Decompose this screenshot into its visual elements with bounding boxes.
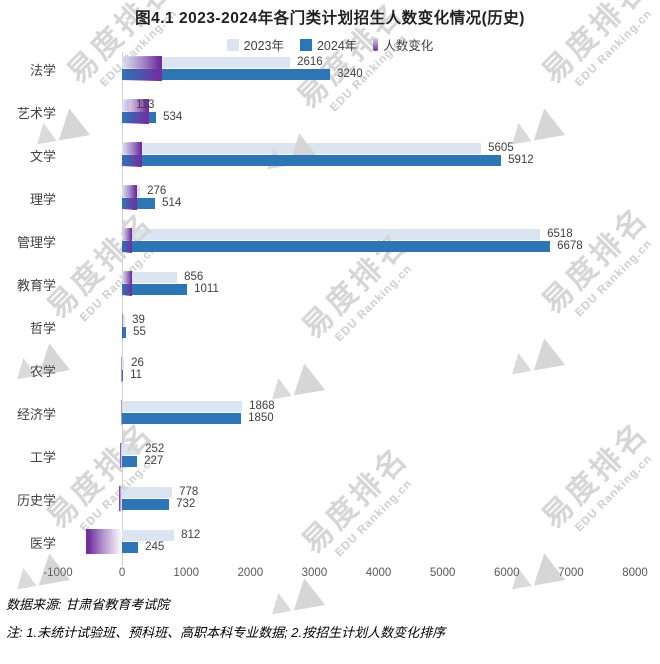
value-label: 856 bbox=[184, 271, 204, 283]
value-label: 55 bbox=[133, 326, 146, 338]
change-bar bbox=[122, 314, 124, 339]
x-tick-label: 5000 bbox=[429, 567, 456, 579]
change-bar bbox=[122, 271, 133, 296]
legend-swatch-2023 bbox=[226, 38, 239, 51]
bar-2024 bbox=[122, 241, 551, 252]
category-label: 医学 bbox=[29, 536, 56, 551]
bar-2023 bbox=[122, 358, 125, 369]
x-tick-label: 7000 bbox=[558, 567, 584, 579]
bar-2024 bbox=[122, 413, 242, 424]
legend-label-2023: 2023年 bbox=[243, 39, 284, 53]
value-label: 732 bbox=[176, 498, 196, 510]
value-label: 5605 bbox=[488, 142, 514, 154]
value-label: 39 bbox=[132, 314, 145, 326]
category-label: 经济学 bbox=[16, 407, 56, 422]
value-label: 2616 bbox=[297, 56, 323, 68]
legend-swatch-2024 bbox=[299, 38, 312, 51]
bar-2023 bbox=[122, 57, 291, 68]
value-label: 778 bbox=[179, 486, 199, 498]
value-label: 227 bbox=[144, 455, 164, 467]
bar-2024 bbox=[122, 155, 502, 166]
legend-label-change: 人数变化 bbox=[383, 39, 434, 53]
legend: 2023年 2024年 人数变化 bbox=[0, 35, 660, 54]
legend-item-2024: 2024年 bbox=[299, 35, 358, 54]
change-bar bbox=[121, 400, 123, 425]
value-label: 6518 bbox=[547, 228, 573, 240]
category-label: 工学 bbox=[29, 450, 56, 465]
bar-2023 bbox=[122, 272, 178, 283]
x-tick-label: 4000 bbox=[365, 567, 392, 579]
category-label: 农学 bbox=[29, 364, 56, 379]
value-label: 1850 bbox=[248, 412, 274, 424]
bar-2024 bbox=[122, 456, 138, 467]
bar-2024 bbox=[122, 69, 331, 80]
bar-2023 bbox=[122, 229, 541, 240]
bar-2024 bbox=[122, 198, 156, 209]
category-label: 艺术学 bbox=[16, 106, 56, 121]
value-label: 245 bbox=[145, 541, 165, 553]
category-label: 理学 bbox=[29, 192, 56, 207]
bar-2023 bbox=[122, 444, 139, 455]
value-label: 812 bbox=[181, 529, 201, 541]
bar-2023 bbox=[122, 487, 173, 498]
x-tick-label: 2000 bbox=[237, 567, 264, 579]
chart-title: 图4.1 2023-2024年各门类计划招生人数变化情况(历史) bbox=[135, 10, 525, 27]
x-tick-label: 6000 bbox=[493, 567, 520, 579]
change-bar bbox=[121, 357, 123, 382]
value-label: 1011 bbox=[194, 283, 219, 295]
footer-source: 数据来源: 甘肃省教育考试院 bbox=[6, 597, 170, 612]
category-label: 管理学 bbox=[16, 235, 56, 250]
change-bar bbox=[122, 185, 138, 210]
legend-item-change: 人数变化 bbox=[373, 35, 433, 54]
value-label: 26 bbox=[131, 357, 144, 369]
category-label: 哲学 bbox=[29, 321, 56, 336]
x-tick-label: 0 bbox=[118, 567, 126, 579]
change-bar bbox=[86, 529, 123, 554]
x-tick-label: 1000 bbox=[173, 567, 200, 579]
change-bar bbox=[122, 142, 143, 167]
value-label: 11 bbox=[130, 369, 143, 381]
bar-2024 bbox=[122, 542, 139, 553]
x-tick-label: -1000 bbox=[43, 567, 73, 579]
change-bar bbox=[122, 228, 133, 253]
bar-2023 bbox=[122, 530, 175, 541]
bar-2024 bbox=[122, 327, 127, 338]
category-label: 历史学 bbox=[16, 493, 56, 508]
legend-swatch-change bbox=[373, 38, 379, 51]
value-label: 3240 bbox=[337, 68, 363, 80]
change-bar bbox=[122, 56, 163, 81]
bar-2023 bbox=[122, 143, 482, 154]
bar-2024 bbox=[122, 370, 124, 381]
value-label: 5912 bbox=[508, 154, 534, 166]
value-label: 6678 bbox=[557, 240, 583, 252]
change-bar bbox=[122, 99, 150, 124]
x-tick-label: 8000 bbox=[622, 567, 648, 579]
category-label: 教育学 bbox=[16, 278, 56, 293]
bar-2024 bbox=[122, 284, 188, 295]
value-label: 276 bbox=[147, 185, 167, 197]
x-axis-zero-line bbox=[122, 52, 124, 566]
change-bar bbox=[119, 486, 123, 511]
category-label: 文学 bbox=[29, 149, 56, 164]
value-label: 514 bbox=[162, 197, 182, 209]
category-label: 法学 bbox=[29, 63, 56, 78]
legend-label-2024: 2024年 bbox=[316, 39, 358, 53]
value-label: 1868 bbox=[249, 400, 275, 412]
legend-item-2023: 2023年 bbox=[226, 35, 284, 54]
value-label: 113 bbox=[136, 99, 155, 111]
value-label: 252 bbox=[145, 443, 165, 455]
value-label: 534 bbox=[163, 111, 183, 123]
x-tick-label: 3000 bbox=[301, 567, 328, 579]
bar-2023 bbox=[122, 315, 126, 326]
bar-2024 bbox=[122, 499, 170, 510]
bar-2023 bbox=[122, 401, 243, 412]
change-bar bbox=[120, 443, 123, 468]
footer-note: 注: 1.未统计试验班、预科班、高职本科专业数据; 2.按招生计划人数变化排序 bbox=[6, 625, 446, 640]
